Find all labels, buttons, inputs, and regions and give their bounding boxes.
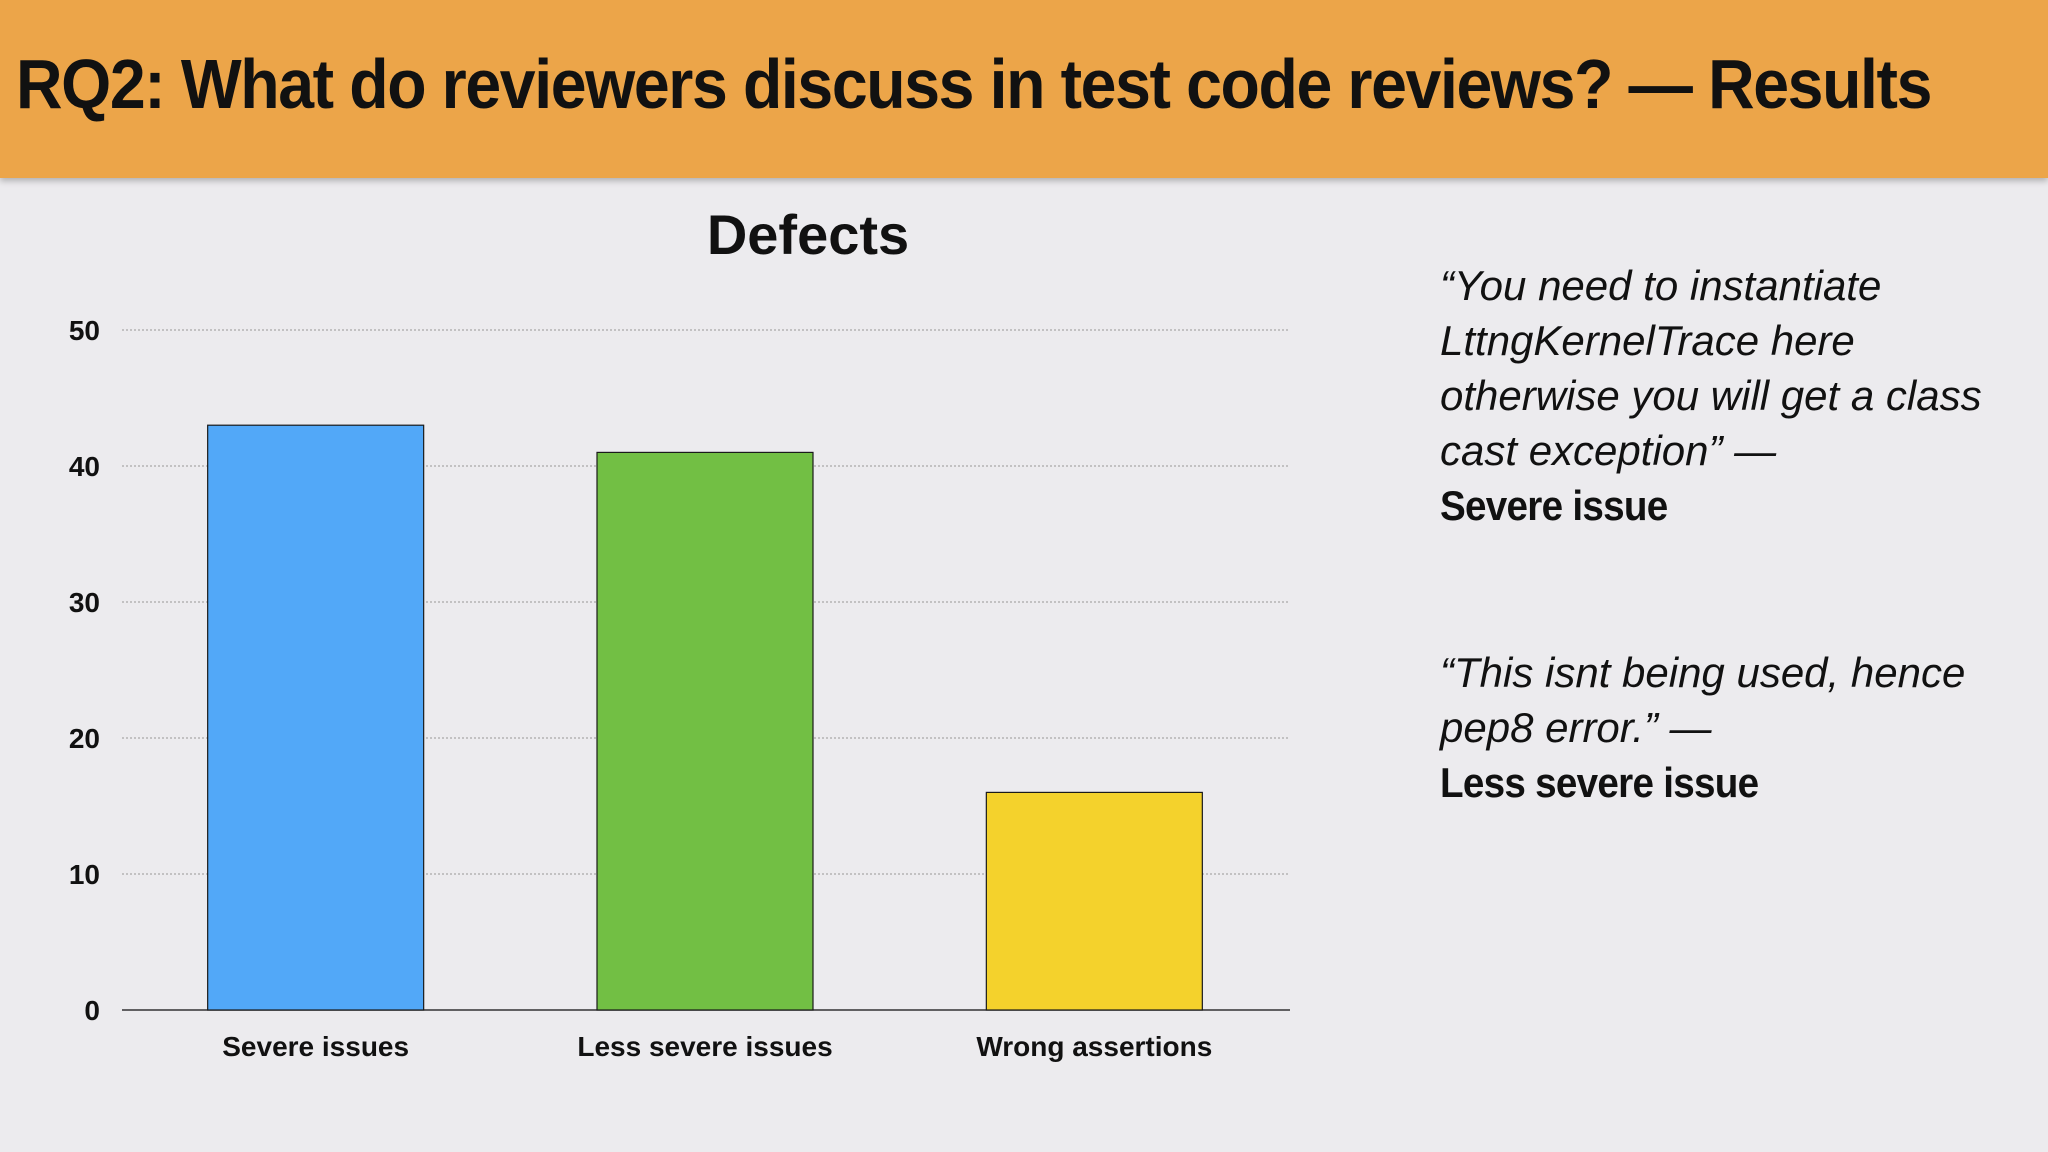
x-tick-label: Less severe issues [577,1031,832,1062]
quote-text: “You need to instantiate LttngKernelTrac… [1440,262,1982,474]
x-tick-label: Severe issues [222,1031,409,1062]
bar-severe-issues [207,424,425,1011]
chart-title: Defects [707,203,909,266]
y-tick-label: 30 [69,587,100,618]
x-axis-labels: Severe issues Less severe issues Wrong ass… [222,1031,1212,1062]
y-tick-label: 50 [69,315,100,346]
bars [207,424,1203,1011]
slide-title: RQ2: What do reviewers discuss in test c… [16,45,1932,123]
bar-chart: Defects 0 10 20 30 40 50 Severe issues Less se… [0,178,1340,1152]
quote-less-severe: “This isnt being used, hence pep8 error.… [1440,645,2030,810]
x-tick-label: Wrong assertions [976,1031,1212,1062]
y-tick-label: 0 [84,995,100,1026]
chart-canvas: Defects 0 10 20 30 40 50 Severe issues Less se… [69,203,1290,1062]
y-tick-label: 10 [69,859,100,890]
y-tick-label: 20 [69,723,100,754]
quote-severe: “You need to instantiate LttngKernelTrac… [1440,258,2030,533]
quote-text: “This isnt being used, hence pep8 error.… [1440,649,1966,751]
title-bar: RQ2: What do reviewers discuss in test c… [0,0,2048,178]
bar-less-severe-issues [596,451,814,1011]
quote-label: Severe issue [1440,482,1668,529]
y-tick-label: 40 [69,451,100,482]
bar-wrong-assertions [985,791,1203,1011]
quotes-panel: “You need to instantiate LttngKernelTrac… [1440,258,2030,922]
y-axis-ticks: 0 10 20 30 40 50 [69,315,100,1026]
quote-label: Less severe issue [1440,759,1759,806]
